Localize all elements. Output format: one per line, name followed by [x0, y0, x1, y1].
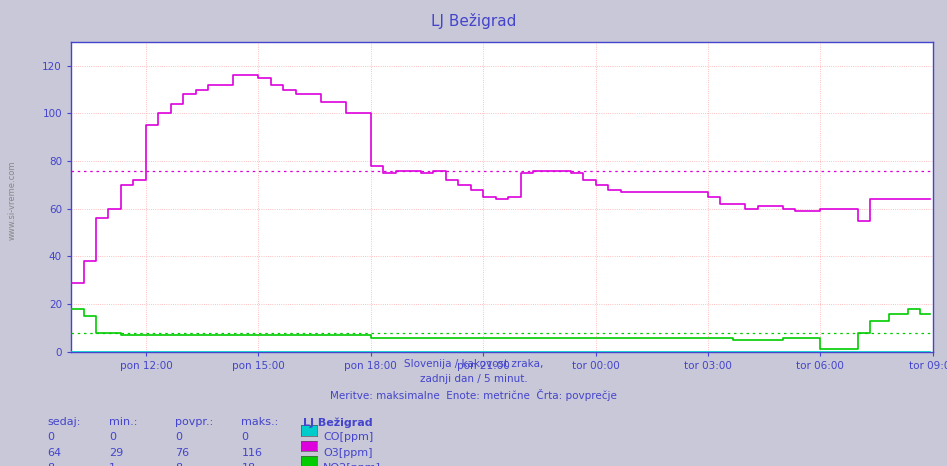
Text: 116: 116 — [241, 448, 262, 458]
Text: CO[ppm]: CO[ppm] — [323, 432, 373, 442]
Text: 0: 0 — [109, 432, 116, 442]
Text: 0: 0 — [175, 432, 182, 442]
Text: 76: 76 — [175, 448, 189, 458]
Text: sedaj:: sedaj: — [47, 417, 80, 427]
Text: Meritve: maksimalne  Enote: metrične  Črta: povprečje: Meritve: maksimalne Enote: metrične Črta… — [331, 389, 616, 401]
Text: 64: 64 — [47, 448, 62, 458]
Text: povpr.:: povpr.: — [175, 417, 213, 427]
Text: Slovenija / kakovost zraka,: Slovenija / kakovost zraka, — [403, 359, 544, 369]
Text: O3[ppm]: O3[ppm] — [323, 448, 372, 458]
Text: www.si-vreme.com: www.si-vreme.com — [8, 161, 17, 240]
Text: 1: 1 — [109, 463, 116, 466]
Text: LJ Bežigrad: LJ Bežigrad — [431, 13, 516, 29]
Text: 0: 0 — [47, 432, 54, 442]
Text: 0: 0 — [241, 432, 248, 442]
Text: LJ Bežigrad: LJ Bežigrad — [303, 417, 373, 428]
Text: 8: 8 — [47, 463, 55, 466]
Text: NO2[ppm]: NO2[ppm] — [323, 463, 381, 466]
Text: zadnji dan / 5 minut.: zadnji dan / 5 minut. — [420, 374, 527, 384]
Text: maks.:: maks.: — [241, 417, 278, 427]
Text: 18: 18 — [241, 463, 256, 466]
Text: min.:: min.: — [109, 417, 137, 427]
Text: 29: 29 — [109, 448, 123, 458]
Text: 8: 8 — [175, 463, 183, 466]
